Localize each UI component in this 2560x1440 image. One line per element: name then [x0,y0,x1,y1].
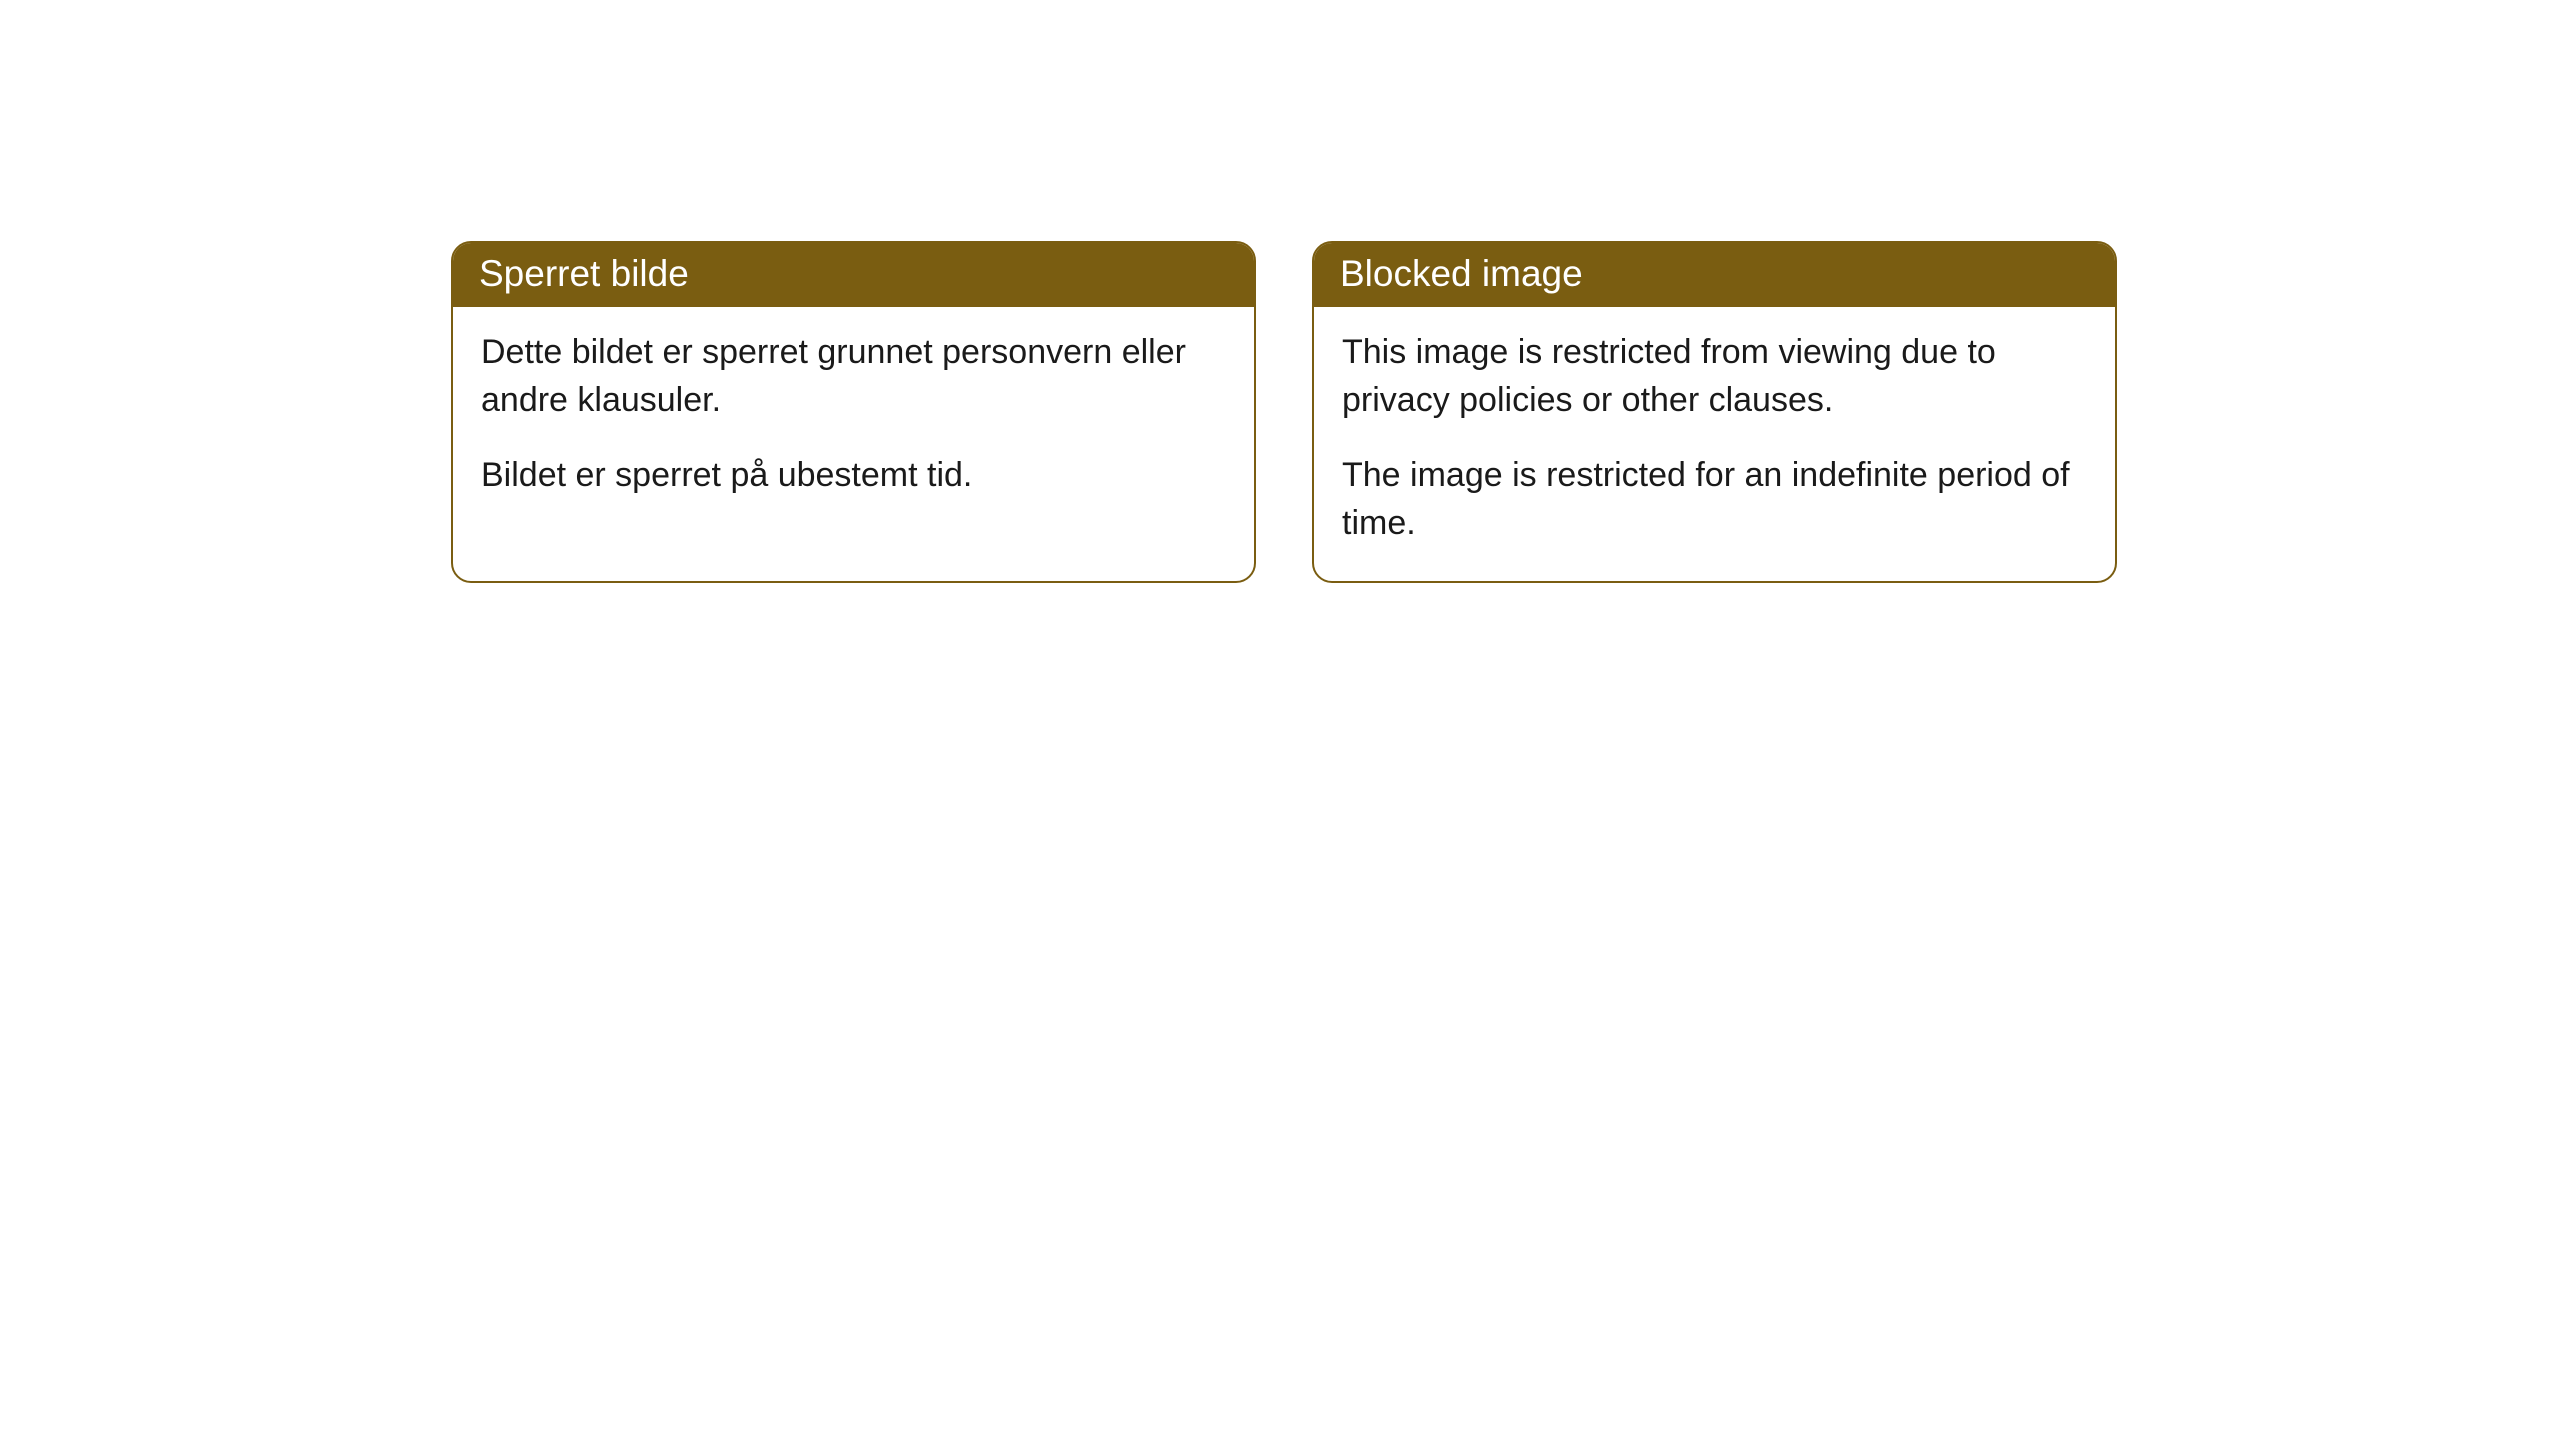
blocked-image-card-english: Blocked image This image is restricted f… [1312,241,2117,583]
card-paragraph: This image is restricted from viewing du… [1342,329,2087,424]
card-header: Blocked image [1314,243,2115,307]
card-title: Sperret bilde [479,253,689,294]
card-title: Blocked image [1340,253,1583,294]
card-body: Dette bildet er sperret grunnet personve… [453,307,1254,534]
card-header: Sperret bilde [453,243,1254,307]
notice-cards-container: Sperret bilde Dette bildet er sperret gr… [451,241,2117,583]
card-paragraph: Dette bildet er sperret grunnet personve… [481,329,1226,424]
card-paragraph: The image is restricted for an indefinit… [1342,452,2087,547]
blocked-image-card-norwegian: Sperret bilde Dette bildet er sperret gr… [451,241,1256,583]
card-paragraph: Bildet er sperret på ubestemt tid. [481,452,1226,500]
card-body: This image is restricted from viewing du… [1314,307,2115,581]
